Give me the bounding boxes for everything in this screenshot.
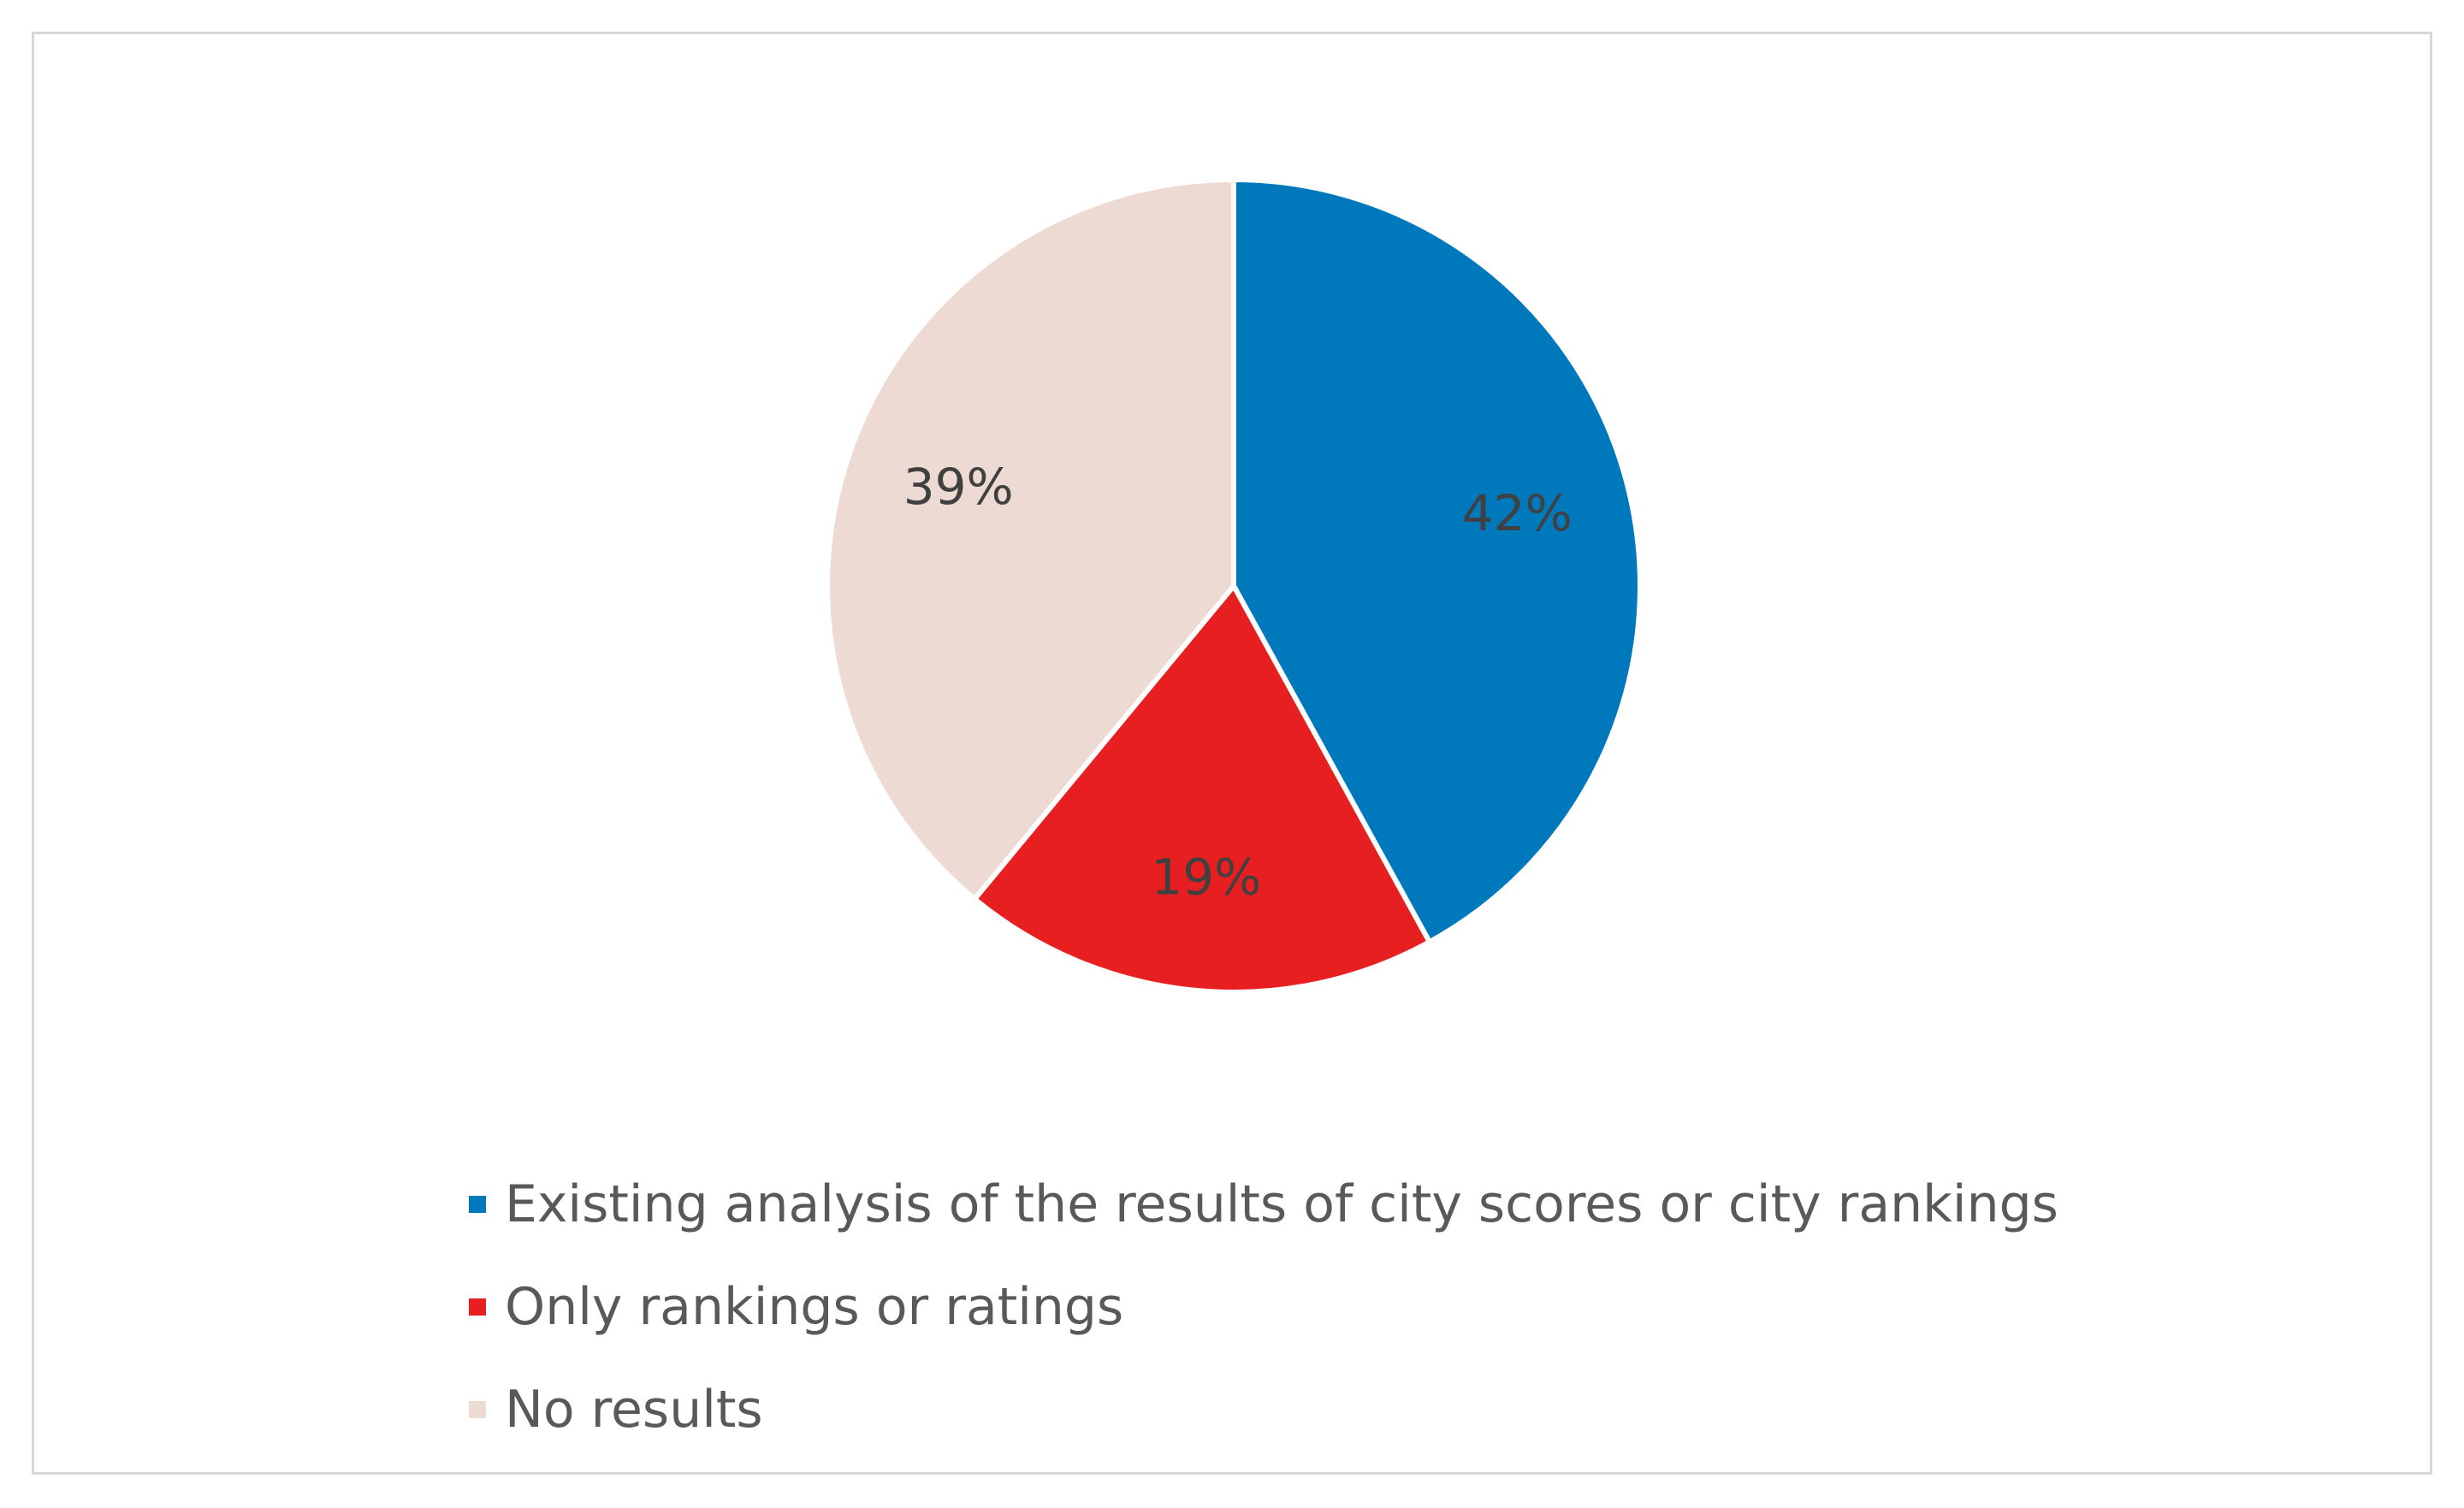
legend-label-only-rankings: Only rankings or ratings: [505, 1277, 1124, 1337]
pie-slice-existing-analysis: [1231, 177, 1643, 945]
pie-data-labels: 42% 19% 39%: [903, 458, 1573, 906]
legend-swatch-no-results: [469, 1401, 486, 1418]
pie-slices: [825, 177, 1643, 995]
legend-label-no-results: No results: [505, 1380, 763, 1440]
legend: Existing analysis of the results of city…: [469, 1153, 2058, 1461]
legend-item-only-rankings: Only rankings or ratings: [469, 1256, 2058, 1358]
legend-label-existing-analysis: Existing analysis of the results of city…: [505, 1174, 2058, 1234]
data-label-existing-analysis: 42%: [1462, 484, 1573, 542]
data-label-no-results: 39%: [903, 458, 1014, 516]
legend-swatch-existing-analysis: [469, 1196, 486, 1213]
legend-item-no-results: No results: [469, 1358, 2058, 1461]
legend-item-existing-analysis: Existing analysis of the results of city…: [469, 1153, 2058, 1256]
pie-slice-no-results: [825, 177, 1236, 902]
legend-swatch-only-rankings: [469, 1298, 486, 1316]
pie-slice-only-rankings: [972, 583, 1432, 995]
data-label-only-rankings: 19%: [1151, 848, 1261, 906]
